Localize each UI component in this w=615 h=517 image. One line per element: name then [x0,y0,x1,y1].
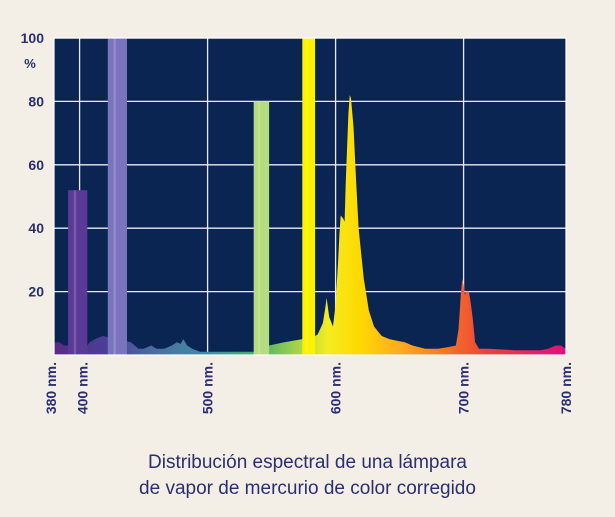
emission-band-422-437 [107,38,127,355]
data-layer [54,38,566,356]
emission-band-highlight-574 [306,38,308,355]
x-tick-label-500: 500 nm. [200,362,216,414]
emission-band-574-584 [302,38,316,355]
axes: 20 40 60 80 100% 380 nm. 400 nm. 500 nm. 600 nm.… [21,30,574,414]
y-tick-label-100: 100 [21,30,45,46]
emission-band-highlight-536 [258,101,261,356]
chart-caption: Distribución espectral de una lámpara de… [0,450,615,502]
x-tick-label-380: 380 nm. [43,362,59,414]
emission-band-highlight-422 [113,38,116,355]
emission-band-536-548 [253,101,270,356]
y-tick-label-20: 20 [28,284,44,300]
y-tick-label-80: 80 [28,93,44,109]
emission-band-highlight-391 [73,190,77,355]
x-tick-label-600: 600 nm. [328,362,344,414]
y-axis-unit: % [24,56,36,71]
x-tick-label-400: 400 nm. [75,362,91,414]
caption-line-1: Distribución espectral de una lámpara [148,452,467,473]
plot-frame [53,37,567,356]
caption-line-2: de vapor de mercurio de color corregido [139,478,476,499]
x-tick-label-780: 780 nm. [558,362,574,414]
emission-band-391-406 [68,190,88,355]
y-tick-label-60: 60 [28,157,44,173]
y-tick-label-40: 40 [28,220,44,236]
spectral-chart: 20 40 60 80 100% 380 nm. 400 nm. 500 nm. 600 nm.… [21,30,574,414]
x-tick-label-700: 700 nm. [456,362,472,414]
